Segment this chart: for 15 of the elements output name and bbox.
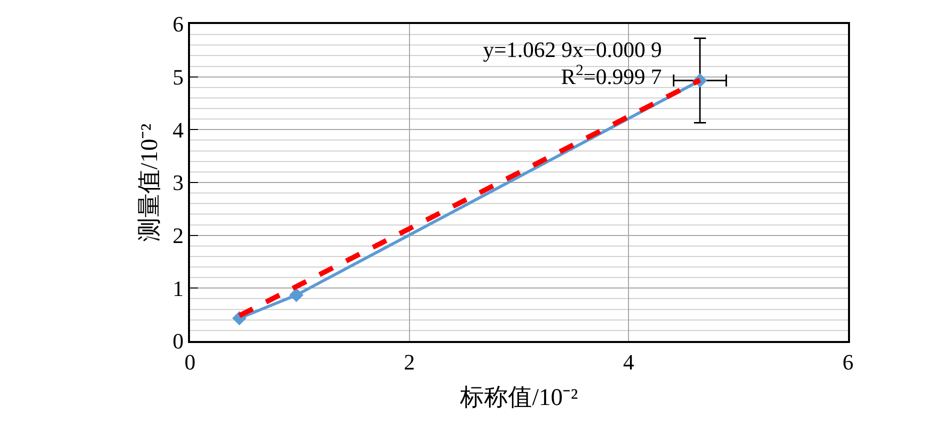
x-tick-label: 6 bbox=[842, 349, 854, 374]
x-tick-label: 2 bbox=[404, 349, 415, 374]
y-tick-label: 3 bbox=[172, 170, 184, 196]
y-tick-label: 4 bbox=[172, 117, 184, 142]
y-tick-label: 1 bbox=[172, 276, 184, 301]
y-tick-label: 5 bbox=[172, 64, 184, 90]
point bbox=[289, 288, 304, 302]
y-tick-label: 6 bbox=[172, 12, 184, 37]
y-tick-label: 0 bbox=[172, 328, 184, 354]
x-axis-title: 标称值/10⁻² bbox=[459, 385, 578, 412]
y-tick-label: 2 bbox=[172, 223, 184, 248]
y-axis-title: 测量值/10⁻² bbox=[137, 124, 164, 242]
x-tick-label: 4 bbox=[623, 349, 634, 374]
annotation: R$^{2}$=0.999 7 bbox=[561, 62, 662, 90]
annotation: y=1.062 9x−0.000 9 bbox=[483, 37, 662, 62]
